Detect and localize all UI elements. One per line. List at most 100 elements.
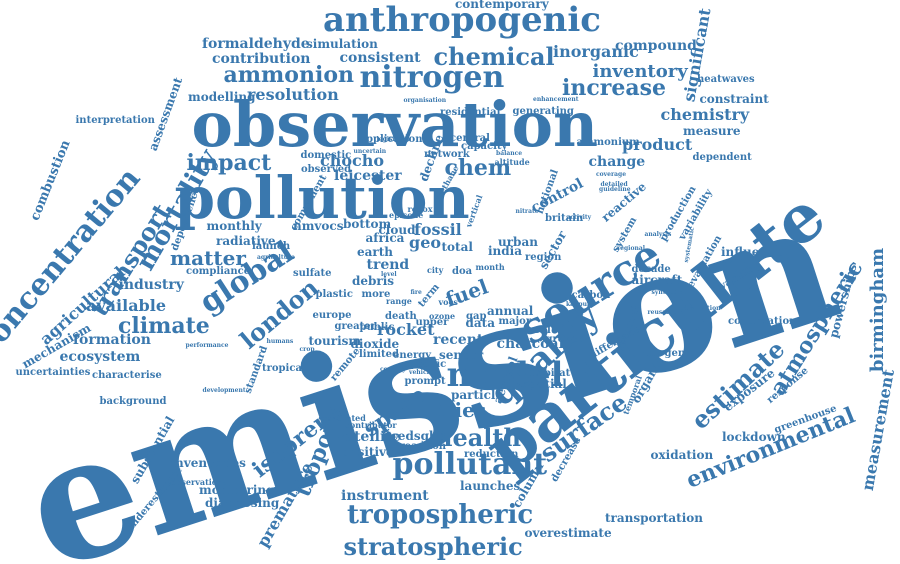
word-europe: europe [312, 310, 352, 321]
word-climate: climate [118, 313, 210, 339]
word-ammonion: ammonion [223, 62, 355, 88]
word-major: major [498, 316, 532, 327]
word-lockdown: lockdown [722, 430, 786, 444]
word-nitrogen: nitrogen [359, 60, 505, 95]
word-bottom: bottom [343, 217, 392, 231]
word-nitrate: nitrate [515, 208, 539, 215]
word-consistent: consistent [339, 50, 421, 66]
word-vocs: vocs [438, 297, 458, 307]
word-redox: redox [407, 204, 433, 214]
word-monitoring: monitoring [199, 483, 275, 497]
word-greater: greater [334, 321, 376, 332]
word-inventories: inventories [170, 456, 246, 470]
word-gap: gap [466, 311, 487, 322]
word-anthropogenic: anthropogenic [323, 0, 601, 40]
word-overestimate: overestimate [524, 526, 612, 540]
word-ecosystem: ecosystem [59, 349, 141, 365]
word-inventory: inventory [592, 61, 688, 82]
word-level: level [381, 271, 397, 278]
word-coverage: coverage [596, 171, 627, 178]
word-specific: specific [404, 359, 447, 370]
word-application: application [359, 134, 423, 145]
word-doa: doa [452, 266, 473, 277]
word-reusable: reusable [647, 309, 677, 316]
word-energy: energy [393, 350, 432, 361]
word-assessment: assessment [145, 75, 185, 153]
word-chemistry: chemistry [660, 105, 750, 124]
word-fossil: fossil [414, 220, 462, 239]
word-agriculture: agriculture [257, 254, 295, 261]
word-cloud: cloud [378, 223, 416, 237]
word-compliance: compliance [186, 266, 251, 277]
word-cedsgbd: cedsgbd [390, 429, 446, 443]
word-geo: geo [409, 233, 442, 252]
word-growth: growth [545, 334, 585, 345]
word-crop: crop [299, 346, 315, 353]
word-vehicle: vehicle [409, 369, 433, 376]
word-industry: industry [118, 277, 184, 293]
word-month: month [475, 262, 505, 272]
word-observed: observed [301, 164, 352, 175]
word-decade: decade [631, 264, 671, 275]
word-increase: increase [562, 75, 666, 101]
word-compound: compound [615, 38, 697, 54]
word-dependent: dependent [692, 152, 752, 163]
word-prompt: prompt [404, 376, 446, 387]
word-humans: humans [266, 338, 294, 345]
word-aircraft: aircraft [631, 273, 683, 287]
word-biogenic: biogenic [647, 348, 695, 359]
word-measurement: measurement [857, 367, 898, 493]
word-annual: annual [487, 304, 534, 318]
word-constraint: constraint [699, 92, 769, 106]
word-pollution: pollution [174, 164, 470, 232]
word-urbanisation: urbanisation [677, 305, 721, 312]
word-spatial: spatial [521, 377, 567, 391]
word-death: death [385, 311, 417, 322]
word-influence: influence [721, 245, 784, 259]
word-inorganic: inorganic [553, 42, 639, 61]
word-uncertainties: uncertainties [15, 367, 91, 378]
word-earth: earth [357, 245, 393, 259]
word-stratospheric: stratospheric [343, 532, 523, 561]
word-resolution: resolution [247, 85, 339, 104]
word-region: region [525, 252, 562, 263]
word-enhancement: enhancement [533, 96, 579, 103]
word-chemical: chemical [433, 42, 555, 71]
word-trend: trend [366, 257, 410, 273]
word-conurbation: conurbation [728, 316, 797, 327]
word-ammonium: ammonium [576, 137, 640, 148]
word-performance: performance [185, 342, 229, 349]
word-tourism: tourism [308, 334, 362, 348]
word-detailed: detailed [600, 181, 628, 188]
word-plastic: plastic [315, 289, 353, 300]
word-sulfate: sulfate [293, 268, 332, 279]
word-city: city [427, 265, 444, 275]
word-africa: africa [365, 231, 405, 245]
word-pollutant: pollutant [392, 447, 548, 482]
word-public: public [359, 322, 395, 333]
word-kanpur: kanpur [566, 301, 591, 308]
word-india: india [488, 244, 523, 258]
word-synthetic: synthetic [651, 289, 683, 296]
word-balance: balance [496, 150, 523, 157]
word-upper: upper [415, 317, 449, 328]
word-simulation: simulation [306, 37, 378, 51]
word-product: product [622, 135, 693, 154]
word-organisation: organisation [403, 97, 447, 104]
word-chocho: chocho [320, 151, 385, 170]
word-significant: significant [678, 6, 714, 104]
word-habitat: habitat [530, 368, 571, 379]
word-carbon: carbon [571, 290, 611, 301]
word-uncertain: uncertain [353, 148, 387, 155]
word-activity: activity [566, 214, 592, 221]
word-sensitive: sensitive [334, 445, 394, 459]
word-available: available [86, 296, 166, 315]
word-generated: generated [320, 413, 366, 423]
word-oxidation: oxidation [650, 448, 714, 462]
word-satellite: satellite [337, 429, 401, 445]
word-result: result [522, 325, 556, 336]
word-altitude: altitude [494, 157, 530, 167]
word-domestic: domestic [300, 150, 352, 161]
word-change: change [588, 154, 646, 170]
word-network: network [424, 149, 470, 160]
